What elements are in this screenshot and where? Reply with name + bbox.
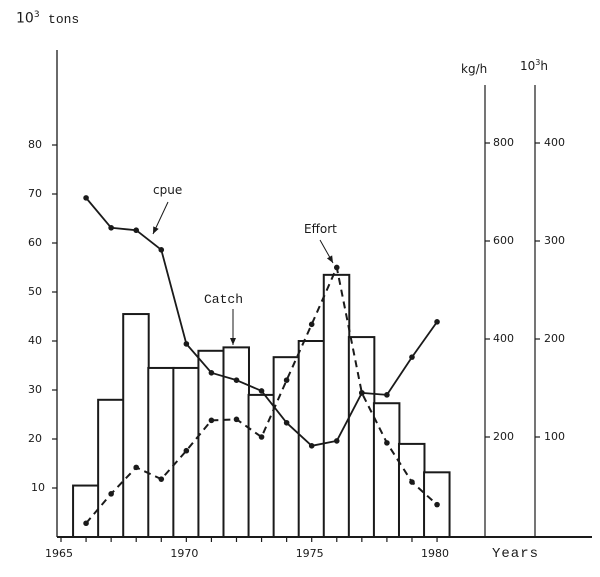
- x-axis-title: Years: [492, 546, 540, 562]
- annotation-cpue: cpue: [153, 183, 183, 197]
- cpue-point: [384, 392, 390, 398]
- catch-bar: [97, 398, 125, 538]
- x-tick-label: 1965: [45, 547, 73, 560]
- effort-point: [333, 264, 340, 271]
- effort-point: [108, 491, 114, 497]
- catch-bars: [72, 273, 451, 539]
- cpue-point: [409, 354, 415, 360]
- cpue-point: [183, 341, 190, 347]
- right2-axis-title: 103h: [520, 58, 548, 73]
- right2-tick-label: 100: [544, 430, 565, 443]
- catch-bar: [147, 366, 175, 539]
- right1-tick-label: 200: [493, 430, 514, 443]
- effort-point: [208, 417, 215, 424]
- effort-point: [183, 447, 190, 454]
- effort-point: [409, 479, 415, 485]
- left-tick-label: 10: [31, 481, 45, 494]
- right2-axis-title-exp: 3: [535, 58, 541, 67]
- catch-bar: [222, 346, 250, 538]
- left-tick-label: 30: [28, 383, 42, 396]
- catch-bar: [347, 336, 376, 538]
- left-tick-label: 50: [28, 285, 42, 298]
- catch-bar: [297, 340, 326, 538]
- cpue-point: [258, 388, 265, 394]
- cpue-point: [208, 370, 215, 376]
- right2-tick-label: 300: [544, 234, 565, 247]
- x-tick-label: 1970: [170, 547, 199, 560]
- cpue-point: [83, 195, 89, 201]
- cpue-point: [158, 247, 165, 253]
- effort-point: [434, 501, 440, 508]
- left-tick-label: 70: [28, 187, 42, 200]
- effort-point: [283, 377, 290, 383]
- right2-axis-title-base: 10: [520, 59, 536, 73]
- effort-point: [158, 476, 165, 482]
- left-tick-label: 60: [28, 236, 42, 249]
- cpue-point: [283, 419, 290, 426]
- right1-tick-label: 800: [493, 136, 514, 149]
- cpue-point: [434, 319, 440, 325]
- effort-point: [359, 390, 365, 396]
- right1-tick-label: 600: [493, 234, 514, 247]
- effort-point: [133, 464, 140, 471]
- left-axis-title-unit: tons: [48, 11, 80, 27]
- effort-point: [83, 520, 89, 527]
- x-tick-label: 1980: [421, 547, 450, 560]
- annotation-arrows: [152, 201, 334, 345]
- effort-point: [384, 440, 390, 446]
- left-tick-label: 80: [28, 138, 42, 151]
- x-tick-label: 1975: [295, 547, 324, 560]
- left-axis-title-exp: 3: [33, 10, 40, 20]
- catch-bar: [372, 402, 401, 539]
- series-lines: [83, 195, 440, 527]
- effort-point: [258, 434, 265, 440]
- catch-bar: [72, 484, 100, 538]
- cpue-point: [308, 443, 315, 449]
- left-tick-label: 20: [28, 432, 42, 445]
- right1-axis-title: kg/h: [461, 62, 488, 76]
- right2-tick-label: 400: [544, 136, 565, 149]
- left-axis-title: 103 tons: [16, 10, 79, 27]
- right1-tick-label: 400: [493, 332, 514, 345]
- annotation-catch: Catch: [204, 292, 244, 307]
- left-tick-label: 40: [28, 334, 42, 347]
- left-axis-title-base: 10: [16, 10, 34, 27]
- right2-tick-label: 200: [544, 332, 565, 345]
- effort-point: [233, 416, 240, 423]
- effort-line: [85, 266, 438, 524]
- cpue-point: [133, 227, 140, 234]
- cpue-point: [333, 438, 340, 444]
- cpue-point: [108, 224, 114, 231]
- catch-bar: [197, 349, 225, 538]
- effort-point: [308, 321, 315, 328]
- catch-bar: [122, 313, 150, 538]
- axes: [52, 50, 592, 542]
- annotation-effort: Effort: [304, 222, 337, 236]
- right2-axis-title-unit: h: [540, 59, 548, 73]
- catch-bar: [272, 356, 301, 539]
- cpue-point: [233, 377, 240, 383]
